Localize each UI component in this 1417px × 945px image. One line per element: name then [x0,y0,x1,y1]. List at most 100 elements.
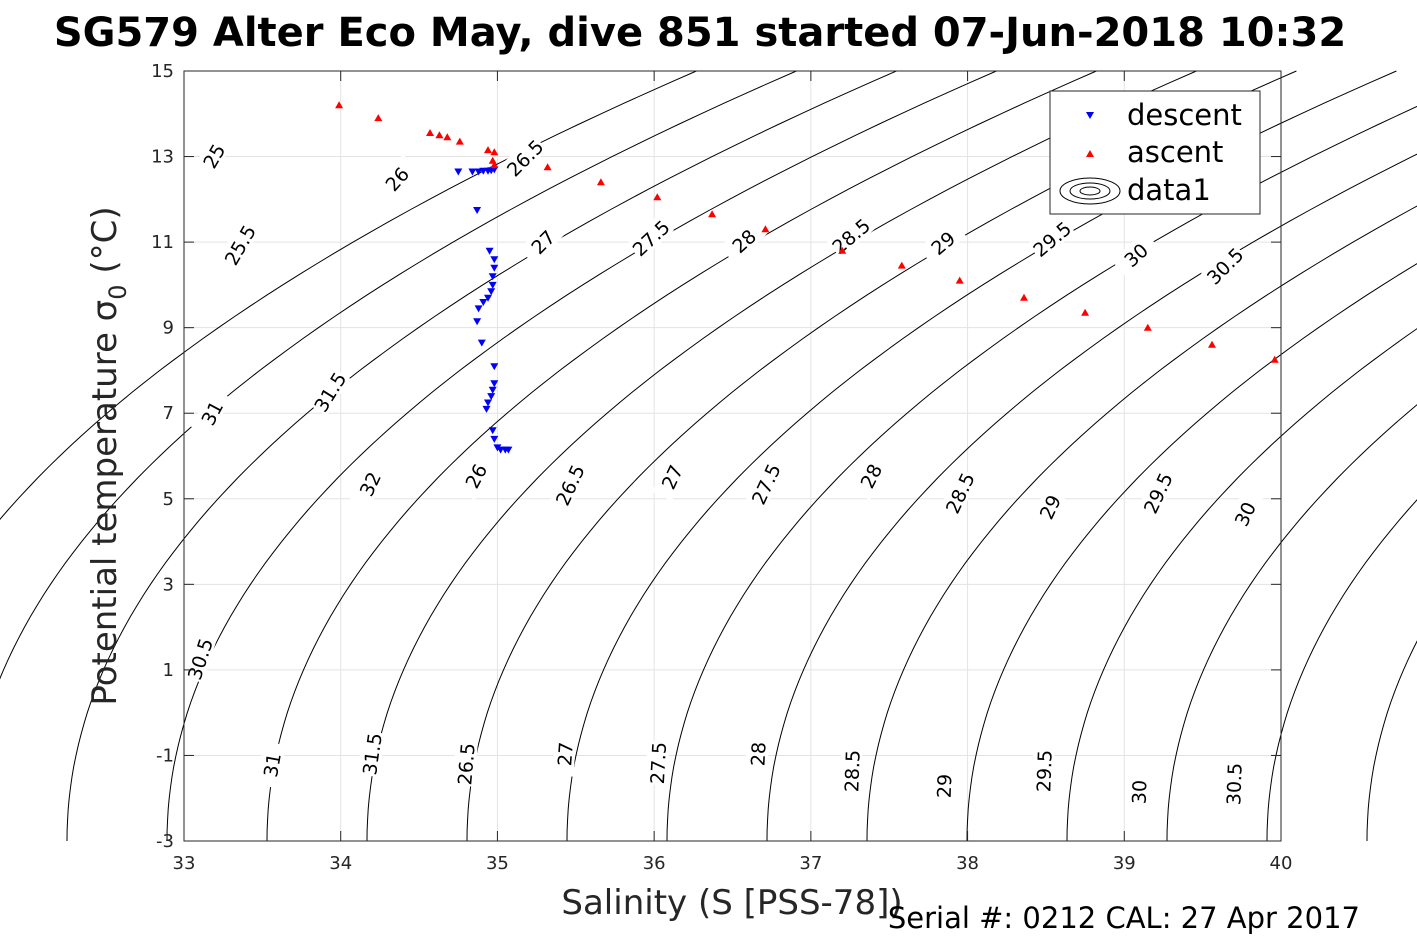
x-tick-labels: 33 34 35 36 37 38 39 40 [173,853,1293,874]
density-contour-line [966,263,1417,842]
descent-point [479,299,488,306]
ascent-point [488,156,497,164]
contour-label-bg [192,130,234,181]
contour-label: 26.5 [503,136,548,181]
contour-label-bg [1224,488,1264,539]
descent-point [490,264,499,272]
contour-label-bg [826,212,875,258]
y-tick-label: -1 [156,745,174,766]
contour-label-bg [644,740,670,786]
contour-label: 27.5 [629,216,675,261]
legend-box [1049,90,1261,215]
descent-point [504,446,513,454]
descent-point [477,339,486,347]
contour-label: 29.5 [1029,218,1076,262]
contour-label-bg [1221,761,1245,807]
contour-label-bg [455,450,496,501]
serial-cal-footer: Serial #: 0212 CAL: 27 Apr 2017 [888,901,1360,935]
y-axis-label-unit: (°C) [85,206,125,284]
contour-label: 30.5 [184,636,218,683]
contour-label-bg [745,458,785,509]
descent-point [468,168,477,176]
legend-ascent-marker [1086,150,1094,157]
descent-point [474,168,483,176]
density-contour-line [66,70,897,842]
density-contour-line [666,105,1417,842]
descent-point [473,318,482,326]
contour-label-bg [500,133,548,181]
density-contour-line [266,70,1097,842]
x-tick-label: 34 [329,853,352,874]
density-contour-line [866,205,1417,842]
plot-frame [183,70,1282,842]
contour-label-bg [1200,241,1248,289]
ascent-point [435,131,444,139]
descent-point [484,399,492,407]
ascent-point [490,161,499,169]
density-contour-line [0,70,797,680]
x-tick-label: 36 [643,853,666,874]
density-contour-line [166,70,997,842]
ascent-point [543,163,552,171]
ascent-point [426,129,434,136]
descent-point [488,273,497,281]
ascent-point [955,276,964,284]
contour-label-bg [191,387,232,438]
ascent-point [455,137,464,145]
contour-label-bg [626,214,674,261]
descent-point [490,256,499,264]
descent-point [488,281,497,289]
contour-label: 30.5 [1203,244,1248,289]
ascent-point [596,178,605,186]
y-tick-label: 1 [163,660,174,681]
legend: descent ascent data1 [1049,90,1261,215]
density-contour-line [0,70,697,521]
contour-label: 26.5 [454,742,480,786]
contour-label-bg [931,763,955,809]
y-tick-label: 15 [151,61,174,82]
x-tick-label: 40 [1270,853,1293,874]
density-contour-line [766,153,1417,842]
density-contour-line [566,70,1397,842]
ascent-point [1020,293,1028,301]
ascent-point [1081,308,1090,316]
x-tick-label: 35 [486,853,509,874]
contour-label-bg [357,730,385,778]
y-tick-label: 11 [151,232,174,253]
descent-point [482,405,491,413]
descent-point [490,363,499,371]
contour-label: 29 [934,774,957,799]
descent-point [487,288,496,296]
axis-ticks [183,70,1282,842]
ascent-point [708,210,717,218]
contour-label-bg [850,450,890,501]
density-contour-line [466,70,1297,842]
descent-point [490,166,499,174]
y-axis-label: Potential temperature σ0 (°C) [85,206,132,705]
density-contour-line [1366,640,1417,842]
contour-label-bg [181,634,217,684]
ascent-point [490,148,499,156]
contour-label-bg [839,748,863,794]
density-contour-line [366,70,1197,842]
contour-label: 30.5 [1223,763,1246,806]
y-tick-label: 5 [163,489,174,510]
ascent-point [374,114,383,122]
ascent-point [761,225,770,233]
descent-point [485,247,494,255]
contour-label-bg [549,459,589,510]
y-axis-label-main: Potential temperature σ [85,300,125,706]
contour-label-bg [551,731,577,777]
contour-label: 31 [260,751,286,779]
descent-point [490,435,499,443]
contour-label-bg [939,467,979,518]
contour-label-bg [1031,748,1055,794]
contour-label-bg [452,741,478,787]
contour-label-bg [744,731,770,777]
contour-label-bg [719,217,768,264]
contour-label-bg [651,451,691,502]
legend-data1-label: data1 [1127,173,1211,207]
contour-label: 30 [1129,780,1152,805]
